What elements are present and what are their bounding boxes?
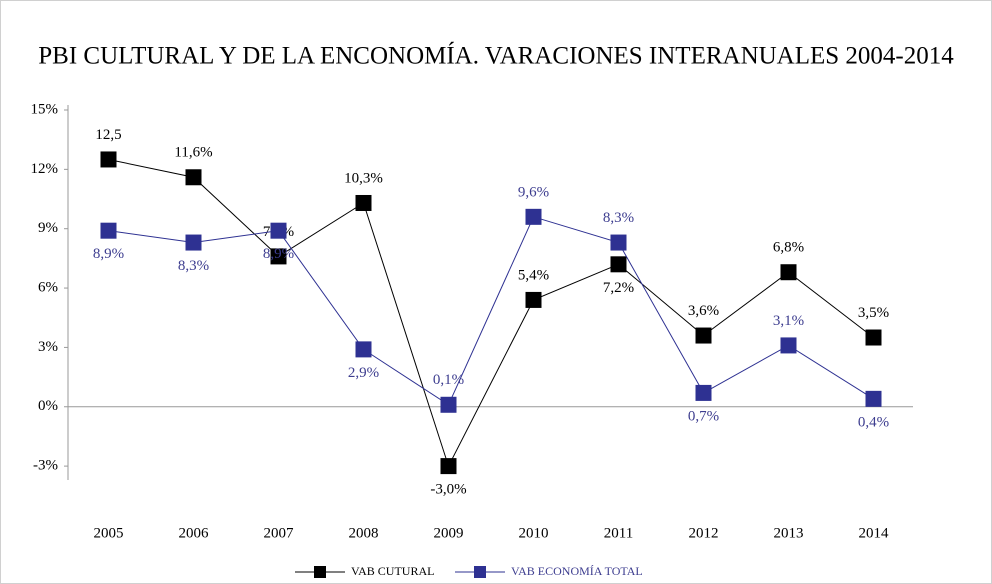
x-tick-label: 2009: [434, 525, 464, 541]
x-tick-label: 2011: [604, 525, 633, 541]
data-label: 8,3%: [603, 210, 634, 226]
marker: [780, 337, 797, 354]
series-line: [108, 216, 874, 406]
data-label: 8,9%: [263, 246, 294, 262]
data-label: 3,1%: [773, 313, 804, 329]
legend-label: VAB CUTURAL: [351, 564, 434, 578]
marker: [440, 458, 457, 475]
legend-marker: [474, 566, 486, 578]
marker: [100, 151, 117, 168]
x-tick-label: 2007: [264, 525, 295, 541]
y-tick-label: 15%: [31, 101, 59, 117]
marker: [185, 169, 202, 186]
marker: [865, 329, 882, 346]
y-tick-label: -3%: [33, 458, 58, 474]
marker: [865, 390, 882, 407]
marker: [610, 234, 627, 251]
series-line: [108, 158, 874, 468]
marker: [355, 194, 372, 211]
data-label: 8,9%: [93, 246, 124, 262]
marker: [525, 291, 542, 308]
data-label: 2,9%: [348, 365, 379, 381]
y-tick-label: 0%: [38, 398, 58, 414]
data-label: 0,4%: [858, 414, 889, 430]
marker: [185, 234, 202, 251]
y-tick-label: 6%: [38, 279, 58, 295]
x-tick-label: 2006: [179, 525, 210, 541]
legend-marker: [314, 566, 326, 578]
marker: [695, 327, 712, 344]
x-tick-label: 2014: [859, 525, 890, 541]
marker: [780, 264, 797, 281]
data-label: 6,8%: [773, 240, 804, 256]
y-tick-label: 3%: [38, 339, 58, 355]
marker: [355, 341, 372, 358]
data-label: -3,0%: [430, 482, 466, 498]
data-label: 5,4%: [518, 267, 549, 283]
data-label: 8,3%: [178, 258, 209, 274]
data-label: 7,2%: [603, 280, 634, 296]
data-label: 9,6%: [518, 184, 549, 200]
chart-title: PBI CULTURAL Y DE LA ENCONOMÍA. VARACION…: [38, 42, 954, 70]
data-label: 12,5: [95, 127, 121, 143]
x-tick-label: 2010: [519, 525, 549, 541]
x-tick-label: 2008: [349, 525, 379, 541]
data-label: 3,5%: [858, 305, 889, 321]
marker: [440, 396, 457, 413]
data-label: 10,3%: [344, 170, 383, 186]
data-label: 0,1%: [433, 372, 464, 388]
marker: [100, 222, 117, 239]
marker: [270, 222, 287, 239]
legend-label: VAB ECONOMÍA TOTAL: [511, 564, 643, 578]
data-label: 11,6%: [174, 145, 212, 161]
marker: [610, 256, 627, 273]
marker: [695, 384, 712, 401]
data-label: 0,7%: [688, 408, 719, 424]
y-tick-label: 12%: [31, 161, 59, 177]
x-tick-label: 2005: [94, 525, 124, 541]
marker: [270, 248, 287, 265]
x-tick-label: 2013: [774, 525, 804, 541]
x-tick-label: 2012: [689, 525, 719, 541]
y-tick-label: 9%: [38, 220, 58, 236]
data-label: 3,6%: [688, 303, 719, 319]
marker: [525, 208, 542, 225]
